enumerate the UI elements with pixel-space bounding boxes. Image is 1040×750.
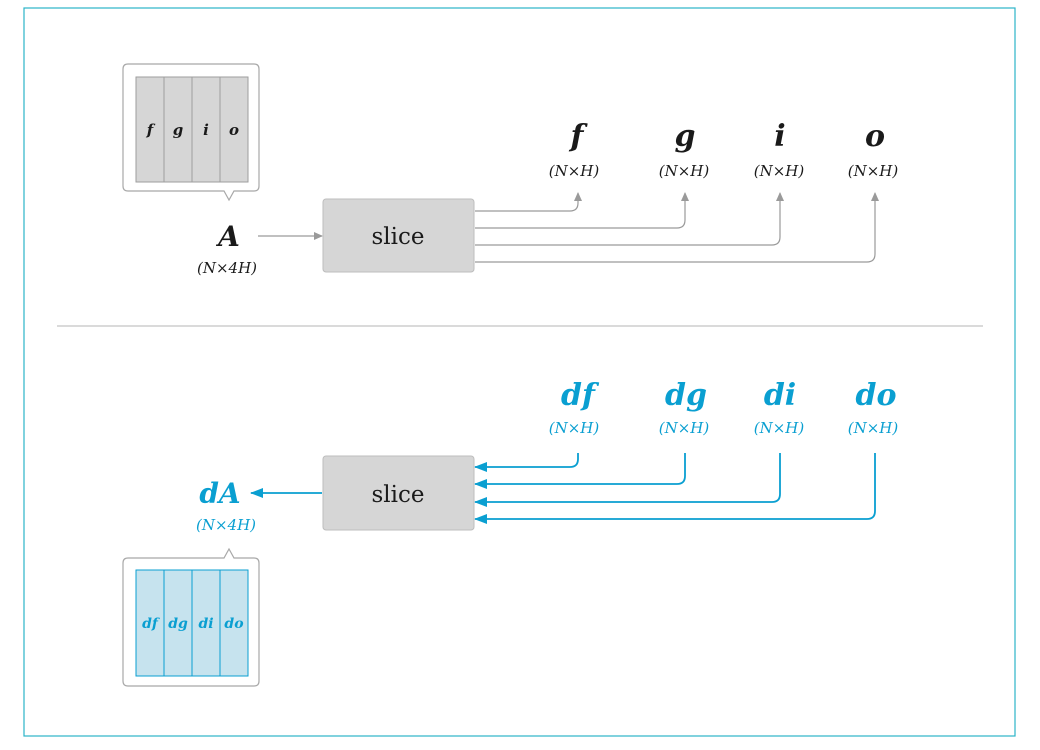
backward-input-df: df xyxy=(561,378,600,413)
outer-border xyxy=(23,7,1016,737)
backward-input-do: do xyxy=(856,378,897,413)
forward-callout: f g i o xyxy=(122,63,260,202)
backward-slice-label: slice xyxy=(371,482,424,508)
backward-output-symbol: dA xyxy=(199,477,240,510)
forward-input-dims: (N×4H) xyxy=(197,259,257,277)
backward-callout: df dg di do xyxy=(122,547,260,687)
forward-output-g: g xyxy=(675,119,696,154)
forward-slice-box xyxy=(322,198,475,273)
forward-arrow-f xyxy=(475,192,582,212)
backward-slice-box xyxy=(322,455,475,531)
forward-output-f-dims: (N×H) xyxy=(549,162,600,180)
forward-strip-cell-f: f xyxy=(146,121,156,139)
forward-output-g-dims: (N×H) xyxy=(659,162,710,180)
backward-arrow-df xyxy=(474,453,579,472)
backward-input-do-dims: (N×H) xyxy=(848,419,899,437)
backward-output-dims: (N×4H) xyxy=(196,516,256,534)
forward-slice-label: slice xyxy=(371,224,424,250)
backward-arrow-do xyxy=(474,453,876,524)
backward-input-df-dims: (N×H) xyxy=(549,419,600,437)
backward-strip-cell-do: do xyxy=(224,616,243,632)
forward-output-o-dims: (N×H) xyxy=(848,162,899,180)
forward-strip-cell-o: o xyxy=(229,121,239,139)
forward-input-symbol: A xyxy=(215,220,240,253)
forward-strip-cell-i: i xyxy=(203,121,209,139)
backward-input-dg-dims: (N×H) xyxy=(659,419,710,437)
forward-arrow-g xyxy=(475,192,689,229)
backward-strip-cell-dg: dg xyxy=(168,616,188,632)
backward-strip-cell-di: di xyxy=(198,616,213,632)
forward-output-f: f xyxy=(569,119,589,154)
forward-strip-cell-g: g xyxy=(173,121,184,139)
backward-arrow-di xyxy=(474,453,781,507)
backward-strip-cell-df: df xyxy=(142,616,161,632)
backward-input-di: di xyxy=(764,378,796,413)
forward-arrow-o xyxy=(475,192,879,263)
backward-arrow-dg xyxy=(474,453,686,489)
forward-output-i: i xyxy=(774,119,785,154)
forward-arrow-i xyxy=(475,192,784,246)
backward-input-dg: dg xyxy=(665,378,707,413)
forward-output-o: o xyxy=(865,119,885,154)
forward-output-i-dims: (N×H) xyxy=(754,162,805,180)
backward-input-di-dims: (N×H) xyxy=(754,419,805,437)
